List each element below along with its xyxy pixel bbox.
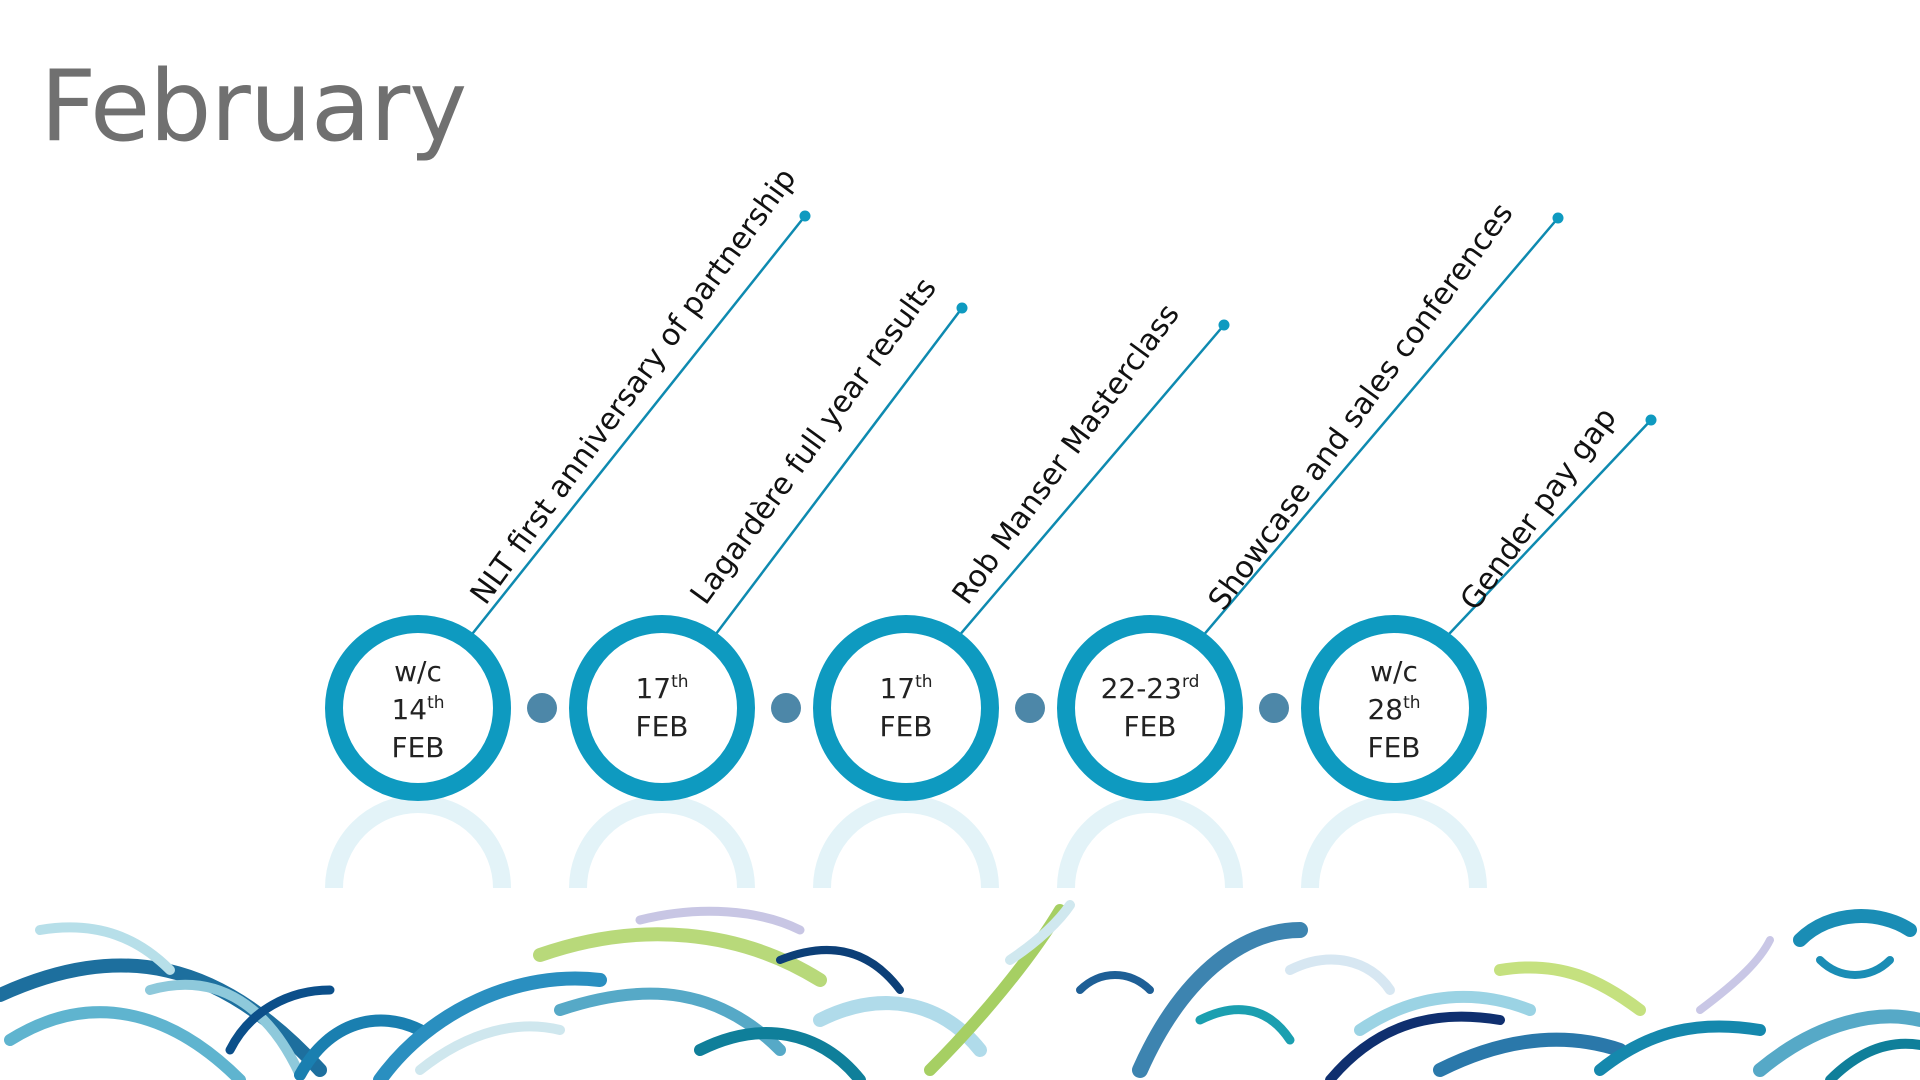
pointer-end-dot <box>1552 212 1564 224</box>
decorative-wave-pattern <box>0 900 1920 1080</box>
date-line: 14th <box>391 693 445 726</box>
event-pointer-line <box>954 324 1225 641</box>
event-pointer-line <box>1442 419 1652 641</box>
date-line: FEB <box>879 710 933 743</box>
date-line: FEB <box>635 710 689 743</box>
pointer-end-dot <box>956 302 968 314</box>
date-ring <box>1057 615 1243 801</box>
date-ring <box>1301 615 1487 801</box>
ring-reflection <box>1301 795 1487 889</box>
ordinal-suffix: th <box>915 672 933 692</box>
date-ring <box>325 615 511 801</box>
date-line: FEB <box>1123 710 1177 743</box>
ordinal-suffix: th <box>427 693 445 713</box>
date-ring <box>813 615 999 801</box>
connector-dot <box>527 693 557 723</box>
pointer-end-dot <box>1645 414 1657 426</box>
date-label: 17th FEB <box>582 670 742 746</box>
pointer-end-dot <box>799 210 811 222</box>
ordinal-suffix: th <box>671 672 689 692</box>
date-line: FEB <box>391 731 445 764</box>
date-label: w/c 28th FEB <box>1314 653 1474 767</box>
connector-dot <box>1015 693 1045 723</box>
date-line: 17th <box>635 672 689 705</box>
date-line: 22-23rd <box>1100 672 1200 705</box>
connector-dot <box>771 693 801 723</box>
date-label: 22-23rd FEB <box>1070 670 1230 746</box>
event-pointer-line <box>466 215 806 641</box>
ring-reflection <box>325 795 511 889</box>
page-title: February <box>40 50 467 164</box>
date-line: 17th <box>879 672 933 705</box>
date-line: w/c <box>394 655 442 688</box>
date-label: w/c 14th FEB <box>338 653 498 767</box>
date-line: 28th <box>1367 693 1421 726</box>
date-line: FEB <box>1367 731 1421 764</box>
ordinal-suffix: th <box>1403 693 1421 713</box>
date-line: w/c <box>1370 655 1418 688</box>
ring-reflection <box>813 795 999 889</box>
ring-reflection <box>569 795 755 889</box>
pointer-end-dot <box>1218 319 1230 331</box>
connector-dot <box>1259 693 1289 723</box>
event-pointer-line <box>710 307 963 641</box>
ordinal-suffix: rd <box>1181 672 1200 692</box>
date-ring <box>569 615 755 801</box>
ring-reflection <box>1057 795 1243 889</box>
event-pointer-line <box>1198 217 1559 641</box>
date-label: 17th FEB <box>826 670 986 746</box>
